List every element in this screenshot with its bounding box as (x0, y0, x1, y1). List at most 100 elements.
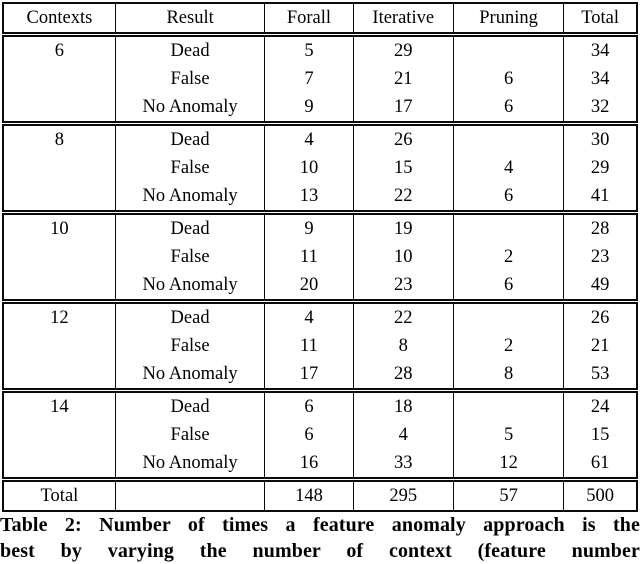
cell-forall: 13 (264, 182, 354, 213)
cell-pruning: 6 (452, 182, 564, 213)
table-row: No Anomaly 9 17 6 32 (3, 93, 637, 124)
cell-result: Dead (114, 123, 265, 154)
header-row: Contexts Result Forall Iterative Pruning… (3, 3, 637, 35)
caption-line-2-clipped: best by varying the number of context (f… (0, 540, 640, 562)
caption-line-1: Table 2: Number of times a feature anoma… (0, 514, 640, 536)
cell-context (3, 154, 115, 182)
table-caption: Table 2: Number of times a feature anoma… (0, 512, 640, 564)
col-header-pruning: Pruning (452, 3, 564, 35)
cell-result: False (114, 332, 265, 360)
cell-context: 14 (50, 397, 69, 417)
cell-context: 12 (50, 308, 69, 328)
cell-result: No Anomaly (114, 182, 265, 213)
cell-pruning: 6 (452, 93, 564, 124)
cell-total: 21 (563, 332, 637, 360)
cell-pruning (452, 390, 564, 421)
table-row: False 11 10 2 23 (3, 243, 637, 271)
table-row: 12 Dead 4 22 26 (3, 301, 637, 332)
cell-context (3, 93, 115, 124)
cell-context (3, 182, 115, 213)
cell-pruning: 57 (452, 479, 564, 511)
group-contexts-8: 8 Dead 4 26 30 False 10 15 4 29 No Anoma… (3, 123, 637, 213)
cell-total: 500 (563, 479, 637, 511)
table-row: False 10 15 4 29 (3, 154, 637, 182)
cell-pruning (452, 123, 564, 154)
table-row: False 7 21 6 34 (3, 65, 637, 93)
cell-result: False (114, 421, 265, 449)
cell-iterative: 22 (352, 301, 454, 332)
col-header-total: Total (563, 3, 637, 35)
cell-result: Dead (114, 301, 265, 332)
cell-context (3, 65, 115, 93)
cell-result (114, 479, 265, 511)
table-header: Contexts Result Forall Iterative Pruning… (3, 3, 637, 35)
cell-forall: 6 (264, 421, 354, 449)
cell-context (3, 421, 115, 449)
table-row: False 11 8 2 21 (3, 332, 637, 360)
cell-total: 61 (563, 449, 637, 480)
cell-result: Dead (114, 212, 265, 243)
cell-total: 34 (563, 65, 637, 93)
cell-pruning: 12 (452, 449, 564, 480)
cell-iterative: 295 (352, 479, 454, 511)
cell-total: 53 (563, 360, 637, 391)
table-row: No Anomaly 20 23 6 49 (3, 271, 637, 302)
cell-iterative: 21 (352, 65, 454, 93)
cell-context (3, 332, 115, 360)
cell-context: 10 (50, 219, 69, 239)
cell-iterative: 28 (352, 360, 454, 391)
cell-pruning (452, 212, 564, 243)
group-contexts-10: 10 Dead 9 19 28 False 11 10 2 23 No Anom… (3, 212, 637, 302)
cell-total: 30 (563, 123, 637, 154)
cell-result: No Anomaly (114, 93, 265, 124)
cell-iterative: 23 (352, 271, 454, 302)
cell-forall: 9 (264, 212, 354, 243)
table-row: 8 Dead 4 26 30 (3, 123, 637, 154)
cell-context (3, 360, 115, 391)
cell-pruning (452, 301, 564, 332)
cell-iterative: 33 (352, 449, 454, 480)
cell-iterative: 10 (352, 243, 454, 271)
cell-result: Dead (114, 34, 265, 65)
cell-pruning: 6 (452, 65, 564, 93)
group-contexts-6: 6 Dead 5 29 34 False 7 21 6 34 No Anomal… (3, 34, 637, 124)
cell-result: No Anomaly (114, 360, 265, 391)
table-row: False 6 4 5 15 (3, 421, 637, 449)
group-contexts-12: 12 Dead 4 22 26 False 11 8 2 21 No Anoma… (3, 301, 637, 391)
table-row: No Anomaly 13 22 6 41 (3, 182, 637, 213)
cell-total: 41 (563, 182, 637, 213)
col-header-iterative: Iterative (352, 3, 454, 35)
cell-total: 34 (563, 34, 637, 65)
table-row: 10 Dead 9 19 28 (3, 212, 637, 243)
cell-forall: 11 (264, 243, 354, 271)
cell-forall: 16 (264, 449, 354, 480)
cell-result: False (114, 65, 265, 93)
cell-total-label: Total (40, 486, 79, 506)
col-header-forall: Forall (264, 3, 354, 35)
cell-result: False (114, 154, 265, 182)
cell-total: 23 (563, 243, 637, 271)
cell-context (3, 271, 115, 302)
cell-context (3, 449, 115, 480)
table-row: 6 Dead 5 29 34 (3, 34, 637, 65)
cell-forall: 6 (264, 390, 354, 421)
cell-total: 26 (563, 301, 637, 332)
cell-total: 29 (563, 154, 637, 182)
cell-context (3, 243, 115, 271)
cell-result: False (114, 243, 265, 271)
cell-context: 8 (54, 130, 65, 150)
group-contexts-14: 14 Dead 6 18 24 False 6 4 5 15 No Anomal… (3, 390, 637, 480)
cell-pruning: 8 (452, 360, 564, 391)
cell-result: No Anomaly (114, 449, 265, 480)
cell-iterative: 19 (352, 212, 454, 243)
cell-iterative: 29 (352, 34, 454, 65)
cell-iterative: 22 (352, 182, 454, 213)
cell-total: 24 (563, 390, 637, 421)
table-row: No Anomaly 16 33 12 61 (3, 449, 637, 480)
cell-pruning: 5 (452, 421, 564, 449)
cell-total: 28 (563, 212, 637, 243)
cell-result: Dead (114, 390, 265, 421)
cell-pruning: 2 (452, 332, 564, 360)
cell-forall: 4 (264, 123, 354, 154)
